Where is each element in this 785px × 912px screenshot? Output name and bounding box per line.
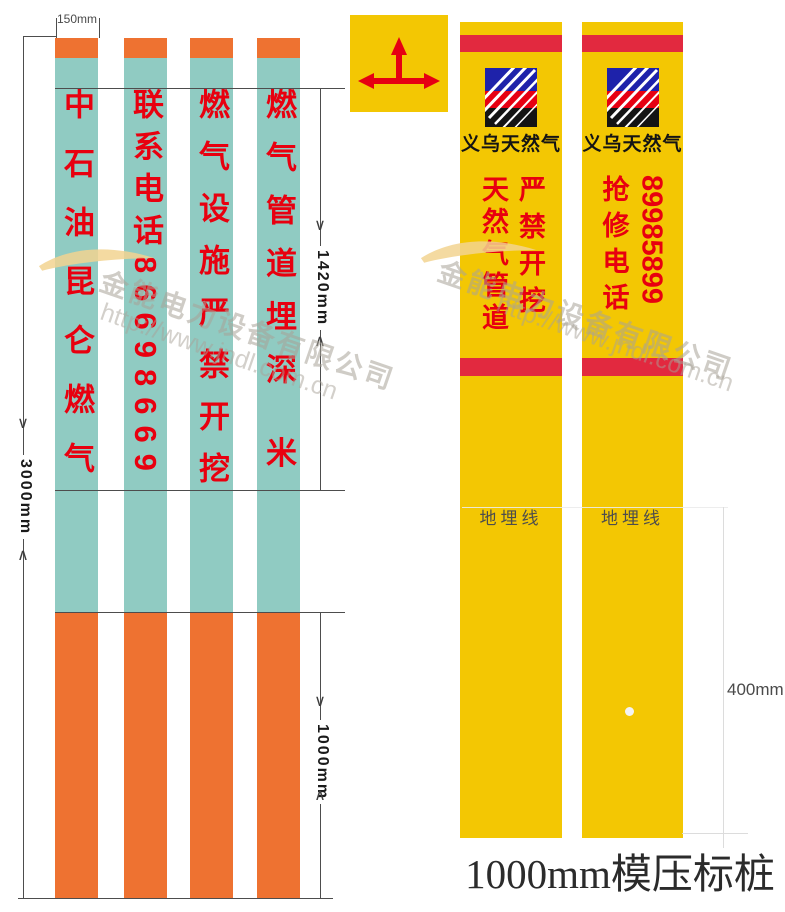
post-text: 中石油昆仑燃气 [59,88,94,501]
post-top-cap [190,38,233,58]
bottom-line [18,898,333,899]
above-ground-label: 1420mm [310,246,331,331]
total-height-label: 3000mm [13,455,34,540]
ground-line-label: 地埋线 [479,509,543,528]
product-caption: 1000mm模压标桩 [465,851,775,897]
arrow-down-icon: ∨ [17,415,29,432]
arrow-down-icon: ∨ [314,217,326,234]
pipeline-direction-sign [350,15,448,112]
ground-line-label: 地埋线 [601,509,664,528]
post-buried-section [55,612,98,898]
arrow-up-icon: ∧ [314,333,326,350]
post-body [257,58,300,612]
right-post-1: 义乌天然气 天然气管道 严禁开挖 地埋线 [460,22,562,838]
lower-red-stripe [460,358,562,376]
right-post-2: 义乌天然气 抢修电话 89985899 地埋线 [582,22,683,838]
top-red-stripe [582,35,683,52]
post-top-cap [55,38,98,58]
arrow-down-icon: ∨ [314,693,326,710]
repair-phone-label: 抢修电话 [598,175,629,319]
warning-column-left: 天然气管道 [478,175,508,335]
arrow-up-icon: ∧ [314,787,326,804]
post-buried-section [257,612,300,898]
post-top-cap [257,38,300,58]
post-body [55,58,98,612]
ground-line [462,507,728,508]
post-text: 燃气管道埋深 米 [261,88,296,490]
three-way-arrow-icon [358,37,440,89]
depth-guide-tick [682,833,748,834]
left-post-3: 燃气设施严禁开挖 [190,38,233,898]
post-buried-section [190,612,233,898]
post-text: 燃气设施严禁开挖 [194,88,229,504]
repair-phone-number: 89985899 [635,175,668,305]
post-text: 联系电话86698669 [128,88,163,482]
top-red-stripe [460,35,562,52]
warning-text-columns: 天然气管道 严禁开挖 [460,175,562,335]
gas-company-logo-icon [485,68,537,127]
post-buried-section [124,612,167,898]
depth-dimension-label: 400mm [727,680,784,699]
post-body [190,58,233,612]
brand-name: 义乌天然气 [582,134,683,155]
warning-column-right: 严禁开挖 [515,175,545,323]
extension-line-top [23,36,56,37]
depth-guide-line [723,507,724,848]
width-tick-right [99,18,100,38]
post-body [124,58,167,612]
left-post-1: 中石油昆仑燃气 [55,38,98,898]
width-dimension-label: 150mm [56,12,97,26]
warning-text-columns: 抢修电话 89985899 [582,175,683,319]
width-tick-left [56,18,57,38]
mounting-hole-dot [625,707,634,716]
left-post-4: 燃气管道埋深 米 [257,38,300,898]
ground-reference-line [55,88,345,89]
mid-reference-line [55,490,345,491]
gas-company-logo-icon [606,68,659,127]
lower-red-stripe [582,358,683,376]
brand-name: 义乌天然气 [460,134,561,155]
buried-top-line [55,612,345,613]
left-post-2: 联系电话86698669 [124,38,167,898]
arrow-up-icon: ∧ [17,547,29,564]
buried-depth-label: 1000mm [310,720,331,805]
post-top-cap [124,38,167,58]
